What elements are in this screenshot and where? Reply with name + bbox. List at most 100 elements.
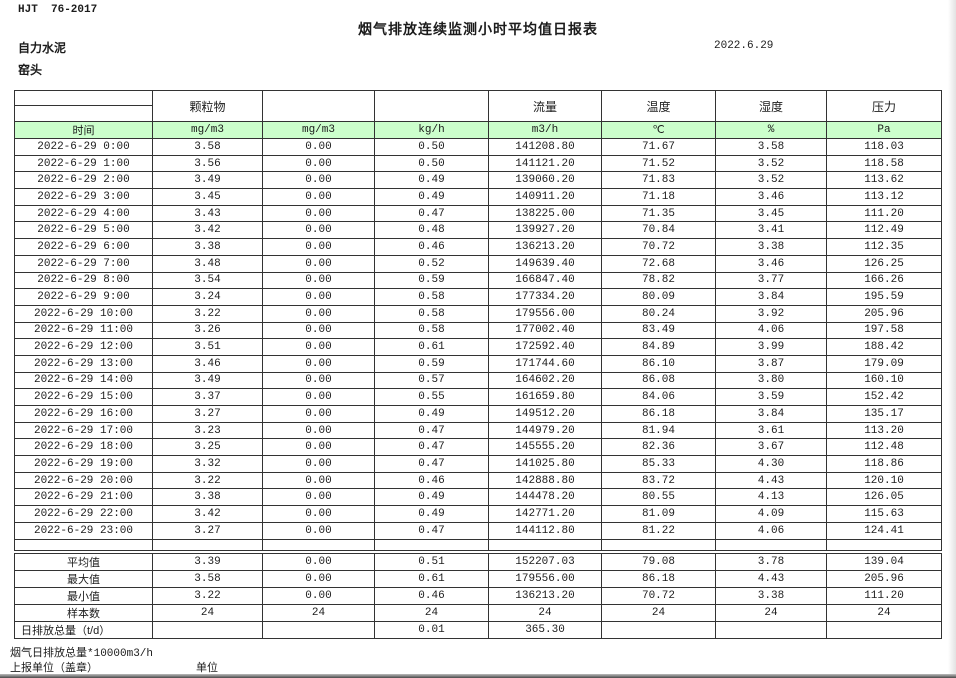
table-cell: 139927.20 xyxy=(488,221,602,240)
table-cell: 3.78 xyxy=(715,553,827,571)
table-cell: 3.23 xyxy=(152,421,263,440)
table-row: 2022-6-29 20:00 3.22 0.00 0.46 142888.80 83.7… xyxy=(14,471,942,490)
table-cell: 3.58 xyxy=(152,138,263,156)
table-cell: 0.50 xyxy=(374,154,489,173)
table-cell: 2022-6-29 10:00 xyxy=(14,304,153,323)
table-row: 2022-6-29 23:00 3.27 0.00 0.47 144112.80 81.2… xyxy=(14,521,942,540)
table-cell: 79.08 xyxy=(601,553,716,571)
table-cell: 3.42 xyxy=(152,505,263,523)
table-cell xyxy=(715,621,827,639)
table-cell: 3.56 xyxy=(152,154,263,173)
table-cell: 0.52 xyxy=(374,254,489,273)
table-cell: 197.58 xyxy=(826,321,942,340)
table-cell: 142771.20 xyxy=(488,505,602,523)
table-row: 2022-6-29 3:00 3.45 0.00 0.49 140911.20 71.18… xyxy=(14,188,942,206)
table-row: 2022-6-29 13:00 3.46 0.00 0.59 171744.60 86.1… xyxy=(14,354,942,373)
table-cell: 144979.20 xyxy=(488,421,602,440)
table-cell: 86.18 xyxy=(601,570,716,588)
table-cell: 0.49 xyxy=(374,171,489,190)
table-cell: 113.12 xyxy=(826,188,942,206)
table-cell: 3.54 xyxy=(152,271,263,290)
table-cell: 171744.60 xyxy=(488,354,602,373)
table-row: 2022-6-29 19:00 3.32 0.00 0.47 141025.80 85.3… xyxy=(14,455,942,473)
table-cell: 3.58 xyxy=(715,138,827,156)
col-header-pressure: 压力 xyxy=(826,90,942,122)
table-cell: 0.49 xyxy=(374,188,489,206)
table-row: 2022-6-29 12:00 3.51 0.00 0.61 172592.40 84.8… xyxy=(14,338,942,356)
table-cell: 24 xyxy=(488,604,602,622)
table-cell: 0.48 xyxy=(374,221,489,240)
table-cell: 4.30 xyxy=(715,455,827,473)
table-cell: 0.58 xyxy=(374,304,489,323)
table-cell: 2022-6-29 7:00 xyxy=(14,254,153,273)
table-cell: 3.59 xyxy=(715,388,827,406)
table-cell: 0.00 xyxy=(262,570,375,588)
table-row: 样本数 24 24 24 24 24 24 24 xyxy=(14,604,942,622)
table-cell: 177334.20 xyxy=(488,288,602,306)
table-cell: 0.61 xyxy=(374,570,489,588)
table-row: 2022-6-29 7:00 3.48 0.00 0.52 149639.40 72.68… xyxy=(14,254,942,273)
table-cell: 145555.20 xyxy=(488,438,602,457)
table-cell: 3.46 xyxy=(715,188,827,206)
table-cell: 3.77 xyxy=(715,271,827,290)
table-cell: 0.00 xyxy=(262,471,375,490)
table-cell: 0.00 xyxy=(262,587,375,605)
table-cell xyxy=(826,621,942,639)
table-cell: 0.47 xyxy=(374,521,489,540)
table-cell: 0.00 xyxy=(262,221,375,240)
table-row: 2022-6-29 18:00 3.25 0.00 0.47 145555.20 82.3… xyxy=(14,438,942,457)
table-row: 2022-6-29 15:00 3.37 0.00 0.55 161659.80 84.0… xyxy=(14,388,942,406)
table-cell: 0.00 xyxy=(262,154,375,173)
table-cell: 2022-6-29 12:00 xyxy=(14,338,153,356)
table-cell: 0.00 xyxy=(262,254,375,273)
table-cell: 179.09 xyxy=(826,354,942,373)
table-cell: 188.42 xyxy=(826,338,942,356)
table-cell: 2022-6-29 5:00 xyxy=(14,221,153,240)
table-cell: 24 xyxy=(601,604,716,622)
table-cell: 0.47 xyxy=(374,438,489,457)
table-cell: 115.63 xyxy=(826,505,942,523)
table-cell: 0.00 xyxy=(262,388,375,406)
table-cell: 3.48 xyxy=(152,254,263,273)
table-cell: 3.22 xyxy=(152,471,263,490)
table-cell: 0.01 xyxy=(374,621,489,639)
company-name: 自力水泥 xyxy=(18,41,67,55)
table-cell: 83.72 xyxy=(601,471,716,490)
table-cell: 2022-6-29 0:00 xyxy=(14,138,153,156)
table-cell: 85.33 xyxy=(601,455,716,473)
table-cell: 0.00 xyxy=(262,521,375,540)
table-cell: 2022-6-29 21:00 xyxy=(14,488,153,507)
table-cell: 0.00 xyxy=(262,204,375,223)
table-row: 2022-6-29 1:00 3.56 0.00 0.50 141121.20 71.52… xyxy=(14,154,942,173)
table-row: 2022-6-29 21:00 3.38 0.00 0.49 144478.20 80.5… xyxy=(14,488,942,507)
table-cell: 179556.00 xyxy=(488,304,602,323)
table-cell: 205.96 xyxy=(826,570,942,588)
table-cell: 日排放总量（t/d） xyxy=(14,621,153,639)
table-cell: 71.18 xyxy=(601,188,716,206)
table-cell: 4.43 xyxy=(715,570,827,588)
table-row: 2022-6-29 2:00 3.49 0.00 0.49 139060.20 71.83… xyxy=(14,171,942,190)
table-cell: 3.38 xyxy=(152,238,263,256)
table-cell: 0.00 xyxy=(262,304,375,323)
total-emission-note: 烟气日排放总量*10000m3/h xyxy=(10,648,154,660)
table-row: 最小值 3.22 0.00 0.46 136213.20 70.72 3.38 111.20 xyxy=(14,587,942,605)
table-cell: 0.46 xyxy=(374,471,489,490)
table-cell: 72.68 xyxy=(601,254,716,273)
report-date: 2022.6.29 xyxy=(714,40,774,52)
table-cell: 113.62 xyxy=(826,171,942,190)
report-unit-label: 上报单位（盖章） xyxy=(10,662,98,674)
table-cell: 166.26 xyxy=(826,271,942,290)
table-cell: 205.96 xyxy=(826,304,942,323)
table-cell: 0.55 xyxy=(374,388,489,406)
table-cell: 135.17 xyxy=(826,405,942,423)
table-cell: 2022-6-29 23:00 xyxy=(14,521,153,540)
table-cell: 样本数 xyxy=(14,604,153,622)
table-cell: 140911.20 xyxy=(488,188,602,206)
table-cell: 2022-6-29 6:00 xyxy=(14,238,153,256)
table-row: 2022-6-29 11:00 3.26 0.00 0.58 177002.40 83.4… xyxy=(14,321,942,340)
table-cell: 3.39 xyxy=(152,553,263,571)
table-cell: 84.89 xyxy=(601,338,716,356)
table-cell: 0.00 xyxy=(262,553,375,571)
table-cell: 139060.20 xyxy=(488,171,602,190)
table-cell: 4.43 xyxy=(715,471,827,490)
